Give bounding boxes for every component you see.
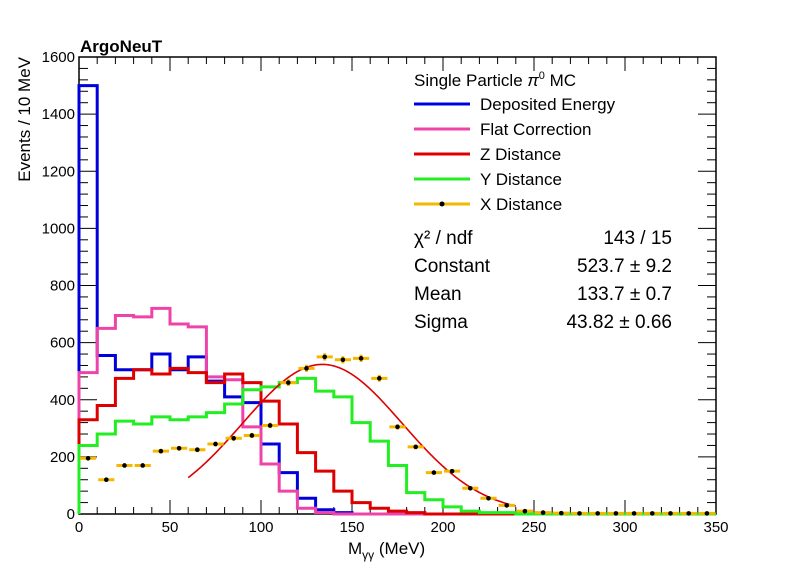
data-point	[444, 468, 461, 474]
data-point	[389, 424, 406, 430]
legend-entry-x-distance: X Distance	[414, 195, 562, 214]
data-point	[316, 353, 333, 361]
fit-stat-row: χ² / ndf 143 / 15	[414, 228, 672, 249]
fit-stat-row: Constant 523.7 ± 9.2	[414, 256, 672, 277]
fit-stat-value: 523.7 ± 9.2	[577, 256, 672, 277]
x-tick-label: 0	[75, 519, 83, 536]
x-tick-label: 200	[430, 519, 455, 536]
x-tick-label: 300	[612, 519, 637, 536]
x-axis-label-unit: (MeV)	[374, 539, 425, 558]
data-point	[680, 511, 697, 516]
data-point	[626, 511, 643, 516]
y-tick-label: 800	[50, 278, 75, 295]
x-axis-label-main: M	[348, 539, 362, 558]
data-point	[371, 374, 388, 382]
fit-stat-value: 43.82 ± 0.66	[566, 312, 672, 333]
y-tick-label: 600	[50, 335, 75, 352]
y-tick-label: 200	[50, 449, 75, 466]
legend-header: Single Particle π0 MC	[414, 70, 576, 90]
y-tick-label: 1600	[42, 49, 75, 66]
data-point	[334, 356, 351, 364]
fit-stat-row: Mean 133.7 ± 0.7	[414, 284, 672, 305]
fit-stats-box: χ² / ndf 143 / 15 Constant 523.7 ± 9.2 Mean 1…	[414, 228, 672, 333]
data-point	[425, 470, 442, 475]
legend: Single Particle π0 MC Deposited Energy Fl…	[414, 70, 616, 214]
fit-stat-name: Mean	[414, 284, 462, 305]
data-point	[607, 511, 624, 516]
data-point	[462, 485, 479, 491]
data-point	[589, 511, 606, 516]
fit-stat-value: 143 / 15	[603, 228, 672, 249]
x-tick-label: 350	[703, 519, 728, 536]
x-tick-label: 150	[339, 519, 364, 536]
data-point	[189, 447, 206, 453]
legend-label: X Distance	[480, 195, 562, 214]
data-point	[80, 456, 97, 461]
data-point	[280, 379, 297, 386]
data-point	[644, 511, 661, 516]
x-axis-label-sub: γγ	[362, 548, 374, 562]
series-y-distance	[77, 376, 716, 516]
data-point	[553, 510, 570, 516]
data-point	[152, 448, 169, 454]
legend-entry-y-distance: Y Distance	[414, 170, 562, 189]
legend-label: Flat Correction	[480, 120, 591, 139]
fit-stat-row: Sigma 43.82 ± 0.66	[414, 312, 672, 333]
series-z-distance	[77, 366, 716, 516]
data-point	[480, 495, 497, 501]
y-tick-label: 1200	[42, 163, 75, 180]
legend-entry-z-distance: Z Distance	[414, 145, 561, 164]
data-point	[516, 508, 533, 514]
x-tick-label: 250	[521, 519, 546, 536]
y-axis-label: Events / 10 MeV	[15, 56, 34, 181]
data-point	[116, 463, 133, 468]
data-point	[207, 441, 224, 447]
axis-ticks: 0 50 100 150 200 250 300 350 0 200 400 600 800 1000 12…	[42, 49, 729, 536]
legend-label: Z Distance	[480, 145, 561, 164]
data-point	[571, 511, 588, 516]
gaussian-fit-curve	[187, 363, 516, 507]
y-tick-label: 400	[50, 392, 75, 409]
data-point	[98, 477, 115, 483]
y-tick-label: 1400	[42, 106, 75, 123]
x-axis-label: Mγγ (MeV)	[348, 539, 425, 562]
data-point	[298, 364, 315, 372]
data-point	[662, 511, 679, 516]
fit-stat-value: 133.7 ± 0.7	[577, 284, 672, 305]
data-point	[225, 435, 242, 441]
x-tick-label: 100	[248, 519, 273, 536]
legend-entry-deposited-energy: Deposited Energy	[414, 95, 616, 114]
data-point	[498, 503, 515, 508]
legend-label: Y Distance	[480, 170, 562, 189]
data-point	[243, 432, 260, 439]
x-tick-label: 50	[162, 519, 179, 536]
y-tick-label: 0	[67, 506, 75, 523]
data-point	[698, 511, 715, 516]
series-flat-correction	[77, 306, 716, 516]
data-point	[535, 510, 552, 515]
data-point	[407, 444, 424, 450]
fit-stat-name: Constant	[414, 256, 491, 277]
data-point	[262, 422, 279, 429]
fit-stat-name: χ² / ndf	[414, 228, 473, 249]
chart-title: ArgoNeuT	[80, 37, 163, 56]
data-point	[171, 445, 188, 451]
fit-stat-name: Sigma	[414, 312, 468, 333]
legend-label: Deposited Energy	[480, 95, 616, 114]
data-point	[134, 463, 151, 468]
series-layer	[77, 84, 716, 516]
y-tick-label: 1000	[42, 220, 75, 237]
data-point	[353, 354, 370, 363]
legend-entry-flat-correction: Flat Correction	[414, 120, 591, 139]
